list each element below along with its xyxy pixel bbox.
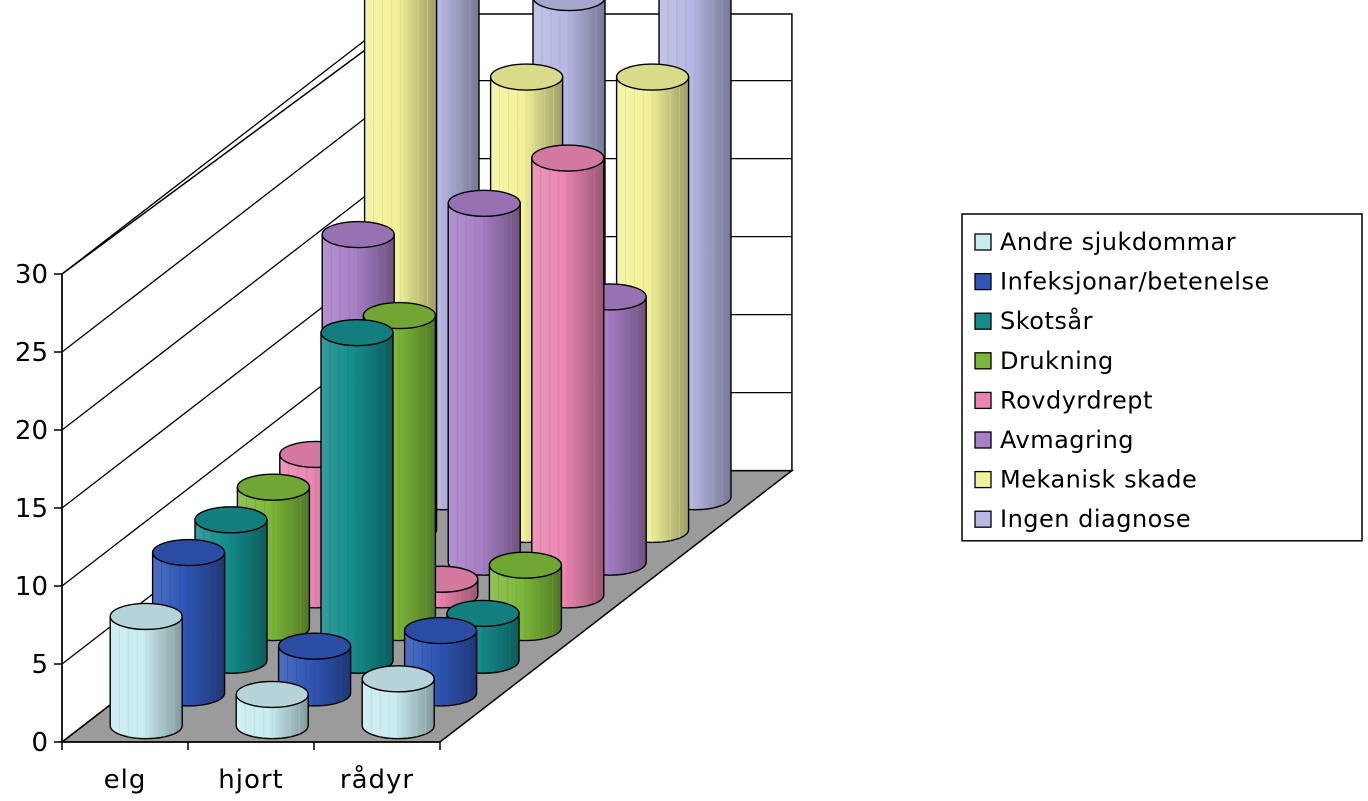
y-tick-label: 5 — [31, 650, 48, 680]
legend-item: Infeksjonar/betenelse — [974, 268, 1270, 296]
gridline-side — [61, 2, 415, 275]
bar-top — [236, 473, 311, 501]
gridline-side — [61, 80, 415, 353]
bar-top — [151, 538, 226, 567]
x-axis: elg hjort rådyr — [61, 741, 441, 795]
legend-label: Infeksjonar/betenelse — [1000, 268, 1270, 296]
bar-top — [447, 189, 521, 218]
legend-label: Andre sjukdommar — [1000, 228, 1236, 256]
bar — [488, 551, 563, 642]
legend-item: Rovdyrdrept — [974, 386, 1153, 414]
legend: Andre sjukdommar Infeksjonar/betenelse Sko… — [961, 213, 1363, 542]
bar-top — [615, 63, 690, 91]
legend-swatch — [974, 391, 992, 410]
legend-swatch — [974, 352, 992, 370]
bar-top — [321, 220, 395, 249]
legend-item: Skotsår — [974, 306, 1093, 335]
bar — [109, 602, 183, 740]
bar — [531, 144, 605, 609]
legend-item: Mekanisk skade — [974, 466, 1197, 494]
bar-top — [109, 602, 183, 631]
x-tick-label: rådyr — [340, 764, 414, 795]
legend-label: Avmagring — [1000, 426, 1134, 454]
bar-top — [277, 632, 352, 660]
y-axis: 0 5 10 15 20 25 30 — [15, 260, 63, 758]
legend-item: Drukning — [974, 347, 1114, 375]
legend-swatch — [974, 312, 992, 330]
legend-label: Rovdyrdrept — [1000, 386, 1153, 414]
legend-label: Skotsår — [1000, 306, 1093, 335]
y-tick-label: 0 — [31, 728, 48, 758]
x-tick-label: hjort — [218, 765, 284, 795]
legend-label: Drukning — [1000, 347, 1114, 375]
bar-top — [362, 301, 437, 330]
legend-item: Avmagring — [974, 426, 1134, 454]
bar-top — [531, 144, 605, 172]
bar-top — [361, 665, 435, 693]
legend-label: Ingen diagnose — [1000, 505, 1191, 533]
legend-swatch — [974, 272, 992, 291]
legend-item: Ingen diagnose — [974, 505, 1191, 533]
bar-top — [194, 506, 268, 534]
bar — [361, 665, 435, 740]
legend-label: Mekanisk skade — [1000, 466, 1197, 494]
bar-top — [446, 599, 520, 628]
y-tick-label: 20 — [15, 416, 48, 446]
legend-swatch — [974, 431, 992, 449]
x-tick-label: elg — [104, 765, 147, 795]
bar — [235, 680, 309, 740]
y-tick-label: 15 — [15, 494, 48, 524]
bar-top — [320, 318, 394, 347]
y-tick-label: 10 — [15, 572, 48, 602]
legend-item: Andre sjukdommar — [974, 228, 1236, 256]
bar-top — [403, 616, 478, 645]
legend-box — [961, 213, 1363, 542]
bars — [109, 0, 732, 740]
bar-top — [235, 680, 309, 709]
legend-swatch — [974, 470, 992, 489]
legend-swatch — [974, 233, 992, 251]
bar — [320, 318, 394, 674]
y-tick-label: 25 — [15, 338, 48, 368]
gridline-side — [61, 158, 415, 431]
bar-top — [532, 0, 606, 12]
bar-top — [488, 551, 563, 579]
legend-swatch — [974, 510, 992, 528]
bar-top — [489, 63, 564, 91]
y-tick-label: 30 — [15, 260, 48, 290]
bar — [447, 189, 521, 576]
